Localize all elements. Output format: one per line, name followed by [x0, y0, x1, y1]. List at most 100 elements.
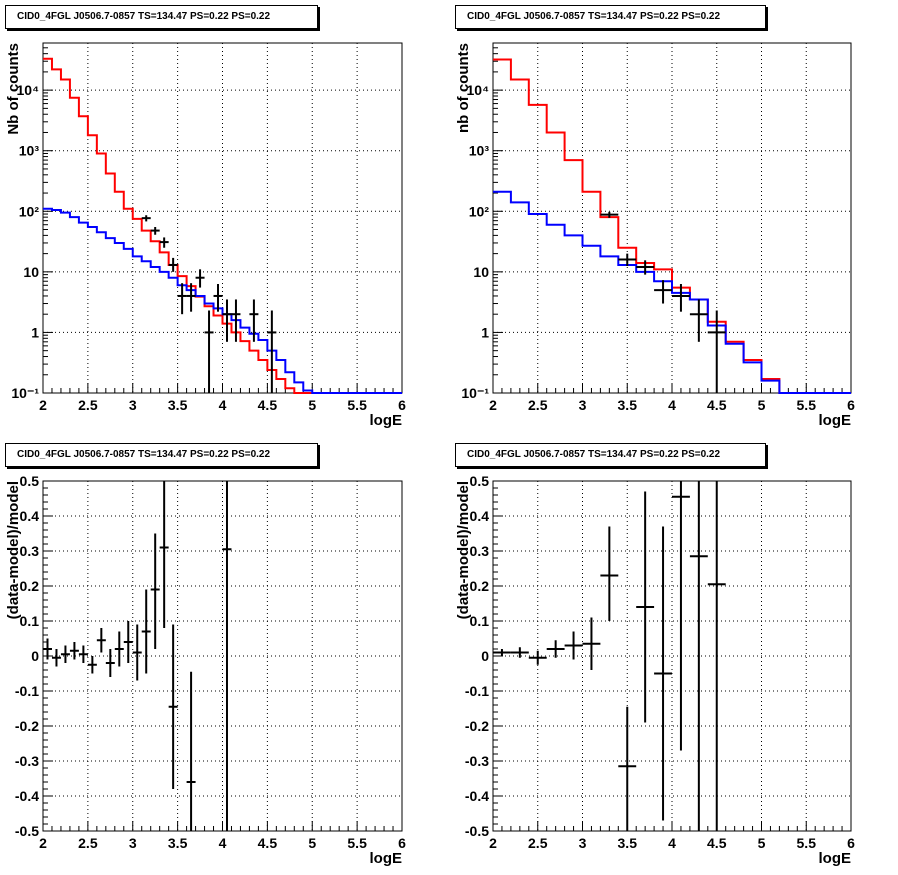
x-tick-label: 2 — [39, 397, 47, 413]
data-point — [249, 299, 259, 342]
y-tick-label: 0.5 — [470, 473, 490, 489]
x-tick-label: 2 — [489, 835, 497, 851]
component-model-histogram — [43, 207, 402, 394]
data-point — [600, 526, 619, 621]
data-point — [654, 280, 672, 304]
x-axis-label: logE — [370, 850, 403, 867]
y-tick-label: 0.1 — [470, 613, 490, 629]
data-point — [564, 631, 583, 660]
data-point — [672, 284, 690, 312]
x-tick-label: 2 — [489, 397, 497, 413]
data-point — [222, 481, 232, 831]
y-tick-label: 0 — [31, 648, 39, 664]
data-point — [51, 649, 61, 667]
y-tick-label: 10 — [23, 264, 39, 280]
axis-ticks — [492, 42, 852, 394]
x-tick-label: 4.5 — [258, 397, 278, 413]
data-point — [186, 283, 196, 312]
y-tick-label: 10³ — [469, 143, 490, 159]
x-tick-label: 5 — [308, 835, 316, 851]
data-point — [168, 257, 178, 272]
x-tick-label: 5.5 — [347, 397, 367, 413]
grid — [43, 43, 402, 393]
x-tick-label: 2.5 — [528, 397, 548, 413]
x-tick-label: 3 — [579, 397, 587, 413]
y-axis-label: nb of counts — [455, 43, 472, 133]
x-axis-label: logE — [370, 412, 403, 429]
data-point — [168, 624, 178, 789]
x-tick-label: 4.5 — [258, 835, 278, 851]
data-point — [707, 310, 726, 393]
x-tick-label: 3.5 — [168, 397, 188, 413]
y-tick-label: 0.3 — [470, 543, 490, 559]
axis-ticks — [42, 42, 403, 394]
y-tick-label: 10⁻¹ — [11, 385, 39, 401]
data-point — [150, 227, 160, 235]
x-tick-label: 4 — [219, 397, 227, 413]
data-point — [618, 706, 637, 831]
chart-panel: 2 2.5 3 3.5 4 4.5 5 5.5 6 10⁻¹ 1 10 10² 10³ 10⁴ logE Nb … — [5, 42, 406, 429]
chart-panel: 2 2.5 3 3.5 4 4.5 5 5.5 6 -0.5 -0.4 -0.3 -0.2 -0.1 0 0.… — [5, 473, 406, 867]
chart-panel: 2 2.5 3 3.5 4 4.5 5 5.5 6 -0.5 -0.4 -0.3 -0.2 -0.1 0 0.… — [455, 473, 855, 867]
y-tick-label: -0.1 — [465, 683, 489, 699]
y-tick-label: -0.5 — [15, 823, 39, 839]
data-point — [528, 650, 547, 665]
x-tick-label: 5.5 — [797, 835, 817, 851]
data-point — [672, 481, 690, 751]
data-point — [493, 649, 511, 656]
panel-title: CID0_4FGL J0506.7-0857 TS=134.47 PS=0.22… — [5, 5, 318, 29]
x-tick-label: 2.5 — [528, 835, 548, 851]
y-tick-label: 10 — [473, 264, 489, 280]
grid — [43, 481, 402, 831]
x-tick-label: 5 — [308, 397, 316, 413]
x-tick-label: 4 — [219, 835, 227, 851]
x-tick-label: 5 — [758, 397, 766, 413]
data-point — [510, 647, 529, 658]
data-point — [204, 310, 214, 393]
x-tick-label: 6 — [398, 397, 406, 413]
data-point — [213, 284, 223, 312]
y-tick-label: 10² — [469, 203, 490, 219]
panel-title: CID0_4FGL J0506.7-0857 TS=134.47 PS=0.22… — [455, 5, 766, 29]
data-point — [186, 671, 196, 831]
data-point — [177, 283, 187, 315]
x-tick-label: 3 — [579, 835, 587, 851]
y-tick-label: 10³ — [19, 143, 40, 159]
data-point — [159, 237, 169, 248]
y-tick-label: -0.3 — [15, 753, 39, 769]
x-tick-label: 3 — [129, 835, 137, 851]
y-tick-label: -0.4 — [465, 788, 489, 804]
y-axis-label: Nb of counts — [5, 43, 22, 135]
x-tick-label: 6 — [847, 397, 855, 413]
x-tick-label: 5.5 — [797, 397, 817, 413]
data-point — [600, 211, 619, 218]
data-point — [150, 533, 160, 649]
data-point — [654, 526, 672, 821]
data-point — [618, 253, 637, 266]
x-tick-label: 4.5 — [707, 835, 727, 851]
data-point — [96, 628, 106, 653]
y-tick-label: 10⁴ — [467, 82, 490, 98]
axis-ticks — [42, 480, 403, 832]
y-tick-label: 10⁻¹ — [461, 385, 489, 401]
y-tick-label: 10² — [19, 203, 40, 219]
y-tick-label: -0.4 — [15, 788, 39, 804]
data-point — [159, 481, 169, 628]
data-point — [78, 645, 88, 663]
panel-title: CID0_4FGL J0506.7-0857 TS=134.47 PS=0.22… — [5, 443, 318, 467]
y-axis-label: (data-model)/model — [5, 481, 22, 619]
x-tick-label: 3.5 — [168, 835, 188, 851]
data-point — [132, 624, 142, 681]
panel-title: CID0_4FGL J0506.7-0857 TS=134.47 PS=0.22… — [455, 443, 766, 467]
y-tick-label: -0.1 — [15, 683, 39, 699]
y-tick-label: 1 — [31, 324, 39, 340]
x-tick-label: 5 — [758, 835, 766, 851]
x-tick-label: 2.5 — [78, 835, 98, 851]
data-point — [69, 642, 79, 660]
total-model-histogram — [493, 58, 851, 394]
data-point — [267, 310, 277, 393]
data-point — [114, 631, 124, 667]
data-point — [87, 656, 97, 674]
total-model-histogram — [43, 57, 402, 394]
